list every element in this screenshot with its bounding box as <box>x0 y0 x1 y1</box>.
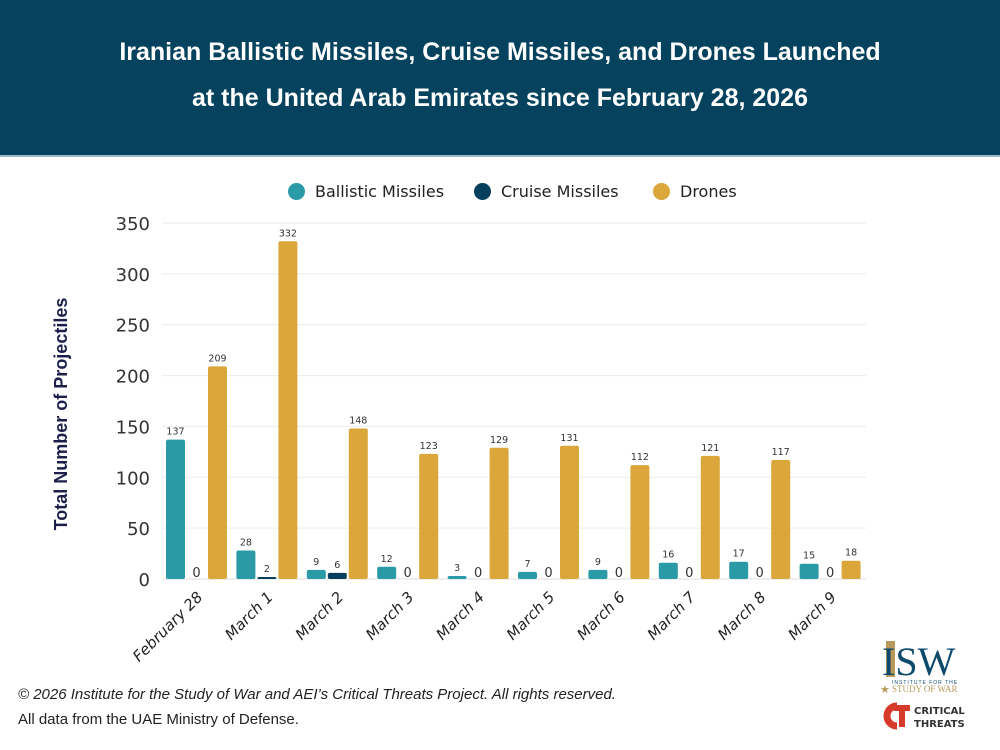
legend-label-ballistic: Ballistic Missiles <box>315 181 445 201</box>
data-label: 0 <box>192 566 200 581</box>
data-label: 0 <box>474 566 482 581</box>
isw-logo: ISW INSTITUTE FOR THE STUDY OF WAR ★ <box>880 639 958 696</box>
ballistic-bar <box>518 571 537 579</box>
data-label: 28 <box>240 538 252 549</box>
star-icon: ★ <box>880 684 890 696</box>
data-label: 332 <box>279 228 297 239</box>
y-tick-label: 200 <box>116 367 150 388</box>
ct-logo-line-1: CRITICAL <box>914 706 965 717</box>
isw-logo-subtitle-1: INSTITUTE FOR THE <box>892 680 958 686</box>
legend-item-cruise: Cruise Missiles <box>474 178 619 204</box>
x-tick-label: February 28 <box>129 588 206 665</box>
y-tick-label: 100 <box>116 468 150 489</box>
data-label: 7 <box>524 559 530 570</box>
data-label: 0 <box>544 566 552 581</box>
ballistic-bar <box>447 575 467 579</box>
cruise-bar <box>327 572 347 579</box>
legend-swatch-drones <box>653 182 670 200</box>
y-tick-label: 0 <box>139 570 150 591</box>
y-tick-label: 50 <box>127 519 150 540</box>
data-label: 9 <box>313 557 319 568</box>
data-label: 117 <box>772 447 790 458</box>
data-label: 137 <box>166 427 184 438</box>
ballistic-bar <box>658 562 678 579</box>
y-tick-label: 300 <box>116 265 150 286</box>
ct-logo-mark-c <box>883 702 898 730</box>
drones-bar <box>208 366 227 579</box>
x-tick-label: March 7 <box>644 588 700 644</box>
legend-label-drones: Drones <box>680 181 737 201</box>
x-tick-label: March 4 <box>433 588 488 643</box>
data-label: 0 <box>756 566 764 581</box>
chart-title-line-1: Iranian Ballistic Missiles, Cruise Missi… <box>119 38 881 66</box>
x-tick-label: March 8 <box>714 588 769 643</box>
legend: Ballistic Missiles Cruise Missiles Drone… <box>0 178 1000 204</box>
title-banner: Iranian Ballistic Missiles, Cruise Missi… <box>0 0 1000 155</box>
x-tick-label: March 1 <box>221 588 276 643</box>
x-tick-label: March 6 <box>573 588 628 643</box>
legend-item-drones: Drones <box>653 178 737 204</box>
ballistic-bar <box>588 569 608 579</box>
data-label: 17 <box>733 549 745 560</box>
drones-bar <box>489 447 509 579</box>
drones-bar <box>560 445 579 579</box>
ballistic-bar <box>306 569 326 579</box>
y-tick-label: 150 <box>116 417 150 438</box>
isw-logo-pillar <box>886 641 895 677</box>
drones-bar <box>841 560 861 579</box>
data-label: 6 <box>334 560 340 571</box>
data-label: 0 <box>826 566 834 581</box>
data-label: 112 <box>631 452 649 463</box>
ct-logo-line-2: THREATS <box>914 719 965 730</box>
legend-label-cruise: Cruise Missiles <box>501 181 619 201</box>
x-tick-label: March 5 <box>503 588 558 643</box>
ballistic-bar <box>799 563 819 579</box>
data-label: 209 <box>208 353 226 364</box>
data-label: 18 <box>845 548 857 559</box>
isw-logo-subtitle-2: STUDY OF WAR <box>892 684 958 694</box>
drones-bar <box>700 455 720 579</box>
data-label: 0 <box>404 566 412 581</box>
y-tick-label: 250 <box>116 316 150 337</box>
ballistic-bar <box>377 566 397 579</box>
critical-threats-logo: CRITICAL THREATS <box>883 702 965 730</box>
drones-bar <box>630 465 650 579</box>
data-label: 0 <box>685 566 693 581</box>
drones-bar <box>278 241 298 579</box>
data-label: 15 <box>803 551 815 562</box>
data-label: 123 <box>420 441 438 452</box>
drones-bar <box>771 459 791 579</box>
drones-bar <box>348 428 368 579</box>
x-tick-label: March 3 <box>362 588 417 643</box>
data-label: 3 <box>454 563 460 574</box>
chart-title-line-2: at the United Arab Emirates since Februa… <box>192 84 808 112</box>
x-tick-label: March 9 <box>785 588 840 643</box>
ct-logo-mark-t-stem <box>899 705 905 727</box>
y-axis-label: Total Number of Projectiles <box>51 298 71 531</box>
legend-swatch-ballistic <box>288 182 305 200</box>
x-tick-label: March 2 <box>292 588 347 643</box>
ballistic-bar <box>236 550 256 579</box>
data-label: 2 <box>264 564 270 575</box>
copyright-notice: © 2026 Institute for the Study of War an… <box>18 686 616 703</box>
ballistic-bar <box>729 561 749 579</box>
data-label: 129 <box>490 435 508 446</box>
data-label: 131 <box>560 433 578 444</box>
data-source-note: All data from the UAE Ministry of Defens… <box>18 711 299 728</box>
isw-logo-wordmark: ISW <box>882 639 956 684</box>
data-label: 121 <box>701 443 719 454</box>
legend-item-ballistic: Ballistic Missiles <box>288 178 444 204</box>
data-label: 16 <box>662 550 674 561</box>
banner-divider <box>0 155 1000 157</box>
data-label: 0 <box>615 566 623 581</box>
data-label: 12 <box>381 554 393 565</box>
data-label: 148 <box>349 415 367 426</box>
ballistic-bar <box>166 439 185 579</box>
cruise-bar <box>257 576 277 579</box>
y-tick-label: 350 <box>116 214 150 235</box>
data-label: 9 <box>595 557 601 568</box>
drones-bar <box>419 453 439 579</box>
legend-swatch-cruise <box>474 182 491 200</box>
